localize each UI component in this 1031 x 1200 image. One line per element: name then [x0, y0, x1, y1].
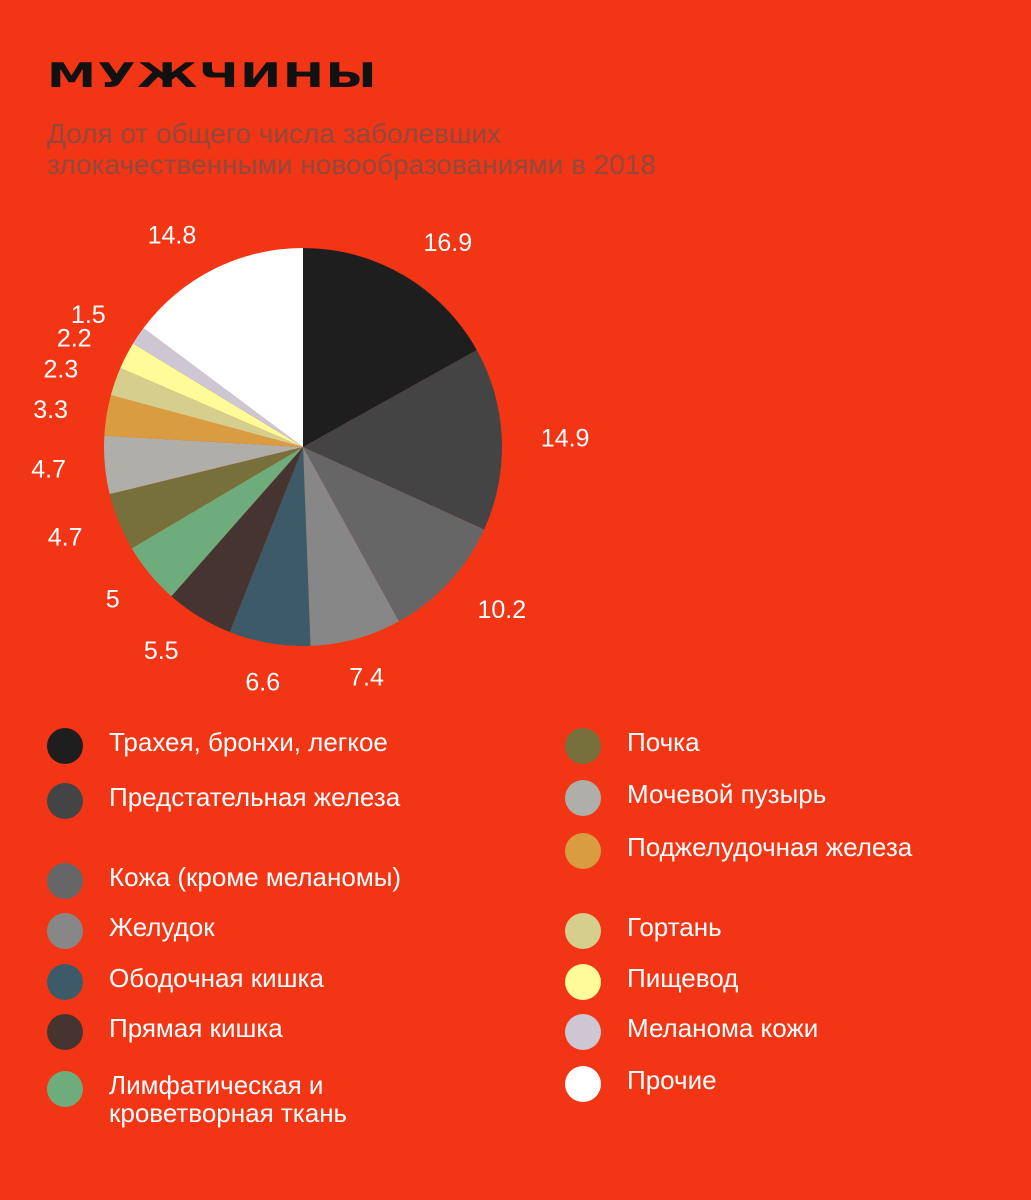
- legend-label: Прочие: [627, 1065, 717, 1095]
- legend-label: Гортань: [627, 912, 722, 942]
- slice-value-label: 5.5: [144, 637, 179, 665]
- legend-item: Ободочная кишка: [47, 964, 324, 1000]
- pie-slice-2: [303, 350, 502, 530]
- legend-swatch: [565, 780, 601, 816]
- legend-swatch: [47, 1014, 83, 1050]
- pie-slice-1: [303, 248, 477, 447]
- pie-slice-5: [229, 447, 311, 647]
- legend-swatch: [47, 863, 83, 899]
- legend-swatch: [565, 833, 601, 869]
- legend-swatch: [565, 913, 601, 949]
- pie-slice-6: [171, 447, 303, 633]
- pie-slice-8: [109, 447, 304, 549]
- legend-swatch: [565, 728, 601, 764]
- legend-swatch: [565, 1066, 601, 1102]
- legend-item: Лимфатическая и кроветворная ткань: [47, 1071, 469, 1127]
- legend-label: Пищевод: [627, 963, 739, 993]
- pie-slice-9: [104, 435, 303, 495]
- legend-label: Предстательная железа: [109, 782, 401, 812]
- slice-value-label: 16.9: [424, 229, 473, 257]
- slice-value-label: 10.2: [478, 596, 527, 624]
- legend-label: Поджелудочная железа: [627, 832, 913, 862]
- chart-subtitle: Доля от общего числа заболевших злокачес…: [47, 118, 657, 180]
- pie-slice-4: [303, 447, 399, 646]
- chart-title: МУЖЧИНЫ: [47, 56, 379, 96]
- legend-swatch: [565, 1014, 601, 1050]
- legend-label: Почка: [627, 727, 700, 757]
- legend-item: Трахея, бронхи, легкое: [47, 728, 388, 764]
- legend-item: Поджелудочная железа: [565, 833, 912, 869]
- pie-slice-12: [120, 343, 304, 447]
- slice-value-label: 14.9: [541, 424, 590, 452]
- slice-value-label: 4.7: [31, 456, 66, 484]
- legend-swatch: [47, 913, 83, 949]
- slice-value-label: 2.2: [57, 325, 92, 353]
- slice-value-label: 7.4: [349, 663, 384, 691]
- slice-value-label: 2.3: [44, 356, 79, 384]
- pie-slice-11: [110, 367, 303, 447]
- legend-item: Прочие: [565, 1066, 717, 1102]
- slice-value-label: 3.3: [33, 396, 68, 424]
- legend-item: Почка: [565, 728, 700, 764]
- legend-label: Меланома кожи: [627, 1013, 819, 1043]
- legend-label: Желудок: [109, 912, 215, 942]
- slice-value-label: 4.7: [48, 524, 83, 552]
- legend-item: Меланома кожи: [565, 1014, 818, 1050]
- legend-item: Желудок: [47, 913, 215, 949]
- pie-slice-13: [133, 328, 303, 447]
- legend-swatch: [47, 783, 83, 819]
- legend-item: Пищевод: [565, 964, 738, 1000]
- pie-slice-3: [303, 447, 485, 622]
- slice-value-label: 6.6: [245, 669, 280, 697]
- legend-item: Кожа (кроме меланомы): [47, 863, 401, 899]
- legend-label: Прямая кишка: [109, 1013, 283, 1043]
- legend-item: Прямая кишка: [47, 1014, 283, 1050]
- slice-value-label: 1.5: [71, 301, 106, 329]
- pie-slice-14: [143, 248, 303, 447]
- legend-swatch: [47, 1071, 83, 1107]
- legend-label: Лимфатическая и кроветворная ткань: [109, 1070, 348, 1128]
- pie-slice-7: [131, 447, 303, 597]
- legend-label: Мочевой пузырь: [627, 779, 827, 809]
- legend-item: Мочевой пузырь: [565, 780, 826, 816]
- legend-label: Трахея, бронхи, легкое: [109, 727, 388, 757]
- legend-item: Гортань: [565, 913, 722, 949]
- legend-swatch: [47, 728, 83, 764]
- slice-value-label: 14.8: [148, 221, 197, 249]
- legend-swatch: [47, 964, 83, 1000]
- pie-slice-10: [104, 395, 303, 447]
- legend-label: Кожа (кроме меланомы): [109, 862, 402, 892]
- pie-chart: 16.9 14.9 10.2 7.4 6.6 5.5 5 4.7 4.7 3.3 2.3 2.21.5…: [31, 221, 590, 697]
- legend-swatch: [565, 964, 601, 1000]
- slice-value-label: 5: [106, 586, 120, 614]
- legend-item: Предстательная железа: [47, 783, 400, 819]
- legend-label: Ободочная кишка: [109, 963, 324, 993]
